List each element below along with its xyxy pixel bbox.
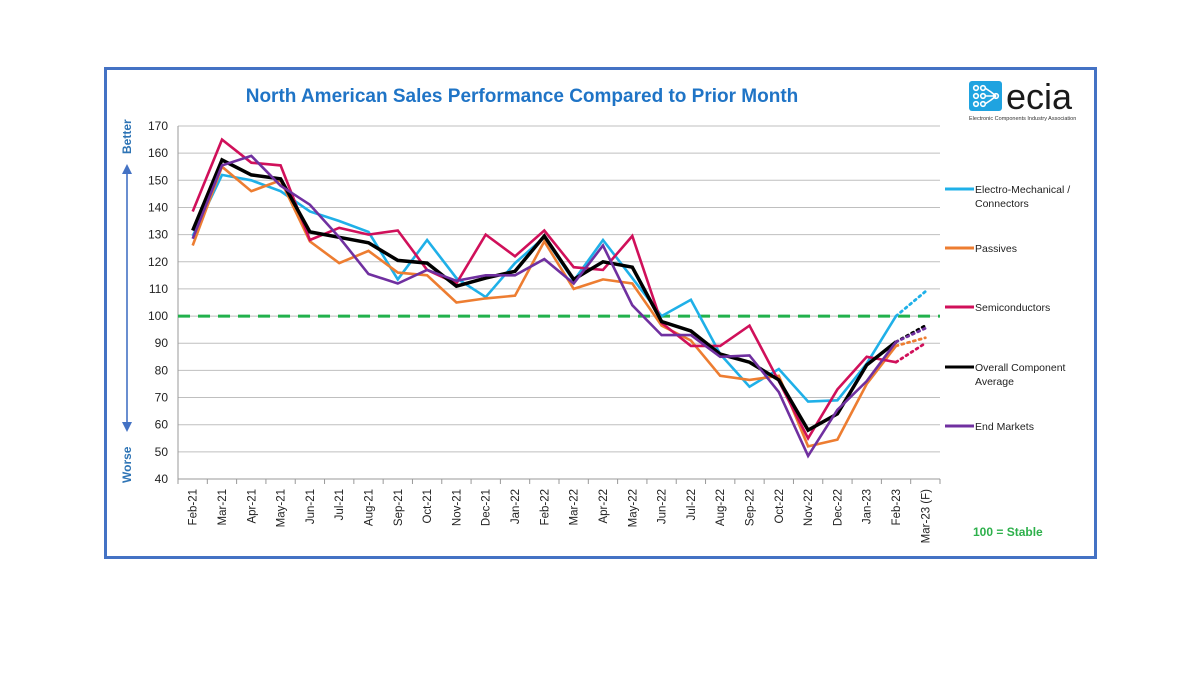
x-tick-label: Mar-23 (F) [920, 489, 932, 543]
y-tick-label: 80 [155, 363, 169, 377]
x-tick-label: Oct-22 [774, 489, 786, 524]
y-tick-label: 110 [149, 282, 168, 296]
legend-label-line: Electro-Mechanical / [975, 184, 1070, 196]
legend-label-line: Connectors [975, 198, 1029, 210]
series-forecast-line [894, 336, 927, 348]
y-tick-label: 100 [148, 309, 168, 323]
x-tick-label: Sep-21 [393, 489, 405, 526]
ecia-logo: ecia Electronic Components Industry Asso… [969, 76, 1076, 122]
legend-item: End Markets [945, 421, 1034, 433]
x-tick-label: Jun-21 [305, 489, 317, 524]
x-tick-label: Dec-22 [832, 489, 844, 526]
x-tick-label: Feb-21 [188, 489, 200, 525]
x-tick-label: May-21 [276, 489, 288, 527]
series-forecast-line [894, 290, 927, 318]
x-tick-label: Feb-23 [891, 489, 903, 525]
legend-label: End Markets [975, 421, 1034, 433]
y-tick-label: 90 [155, 336, 169, 350]
legend-label-line: Average [975, 376, 1014, 388]
x-tick-label: Mar-22 [569, 489, 581, 525]
y-tick-label: 120 [148, 255, 168, 269]
x-tick-label: Apr-22 [598, 489, 610, 524]
series-layer [191, 137, 927, 459]
series-passives [191, 164, 927, 448]
legend-label-line: Overall Component [975, 362, 1066, 374]
x-tick-label: Oct-21 [422, 489, 434, 524]
worse-label: Worse [120, 446, 134, 483]
legend-item: Semiconductors [945, 302, 1050, 314]
double-arrow-icon [122, 164, 132, 432]
legend-label: Overall Component Average [975, 362, 1066, 388]
series-forecast-line [894, 341, 927, 364]
circuit-grid-icon [969, 81, 1002, 111]
x-tick-label: Dec-21 [481, 489, 493, 526]
legend-label: Electro-Mechanical / Connectors [975, 184, 1070, 210]
x-tick-label: Sep-22 [745, 489, 757, 526]
x-tick-label: Apr-21 [246, 489, 258, 524]
x-tick-label: Jul-22 [686, 489, 698, 520]
y-tick-label: 150 [148, 173, 168, 187]
x-tick-label: Jan-22 [510, 489, 522, 524]
chart-svg: North American Sales Performance Compare… [120, 76, 1076, 543]
y-tick-label: 70 [155, 391, 169, 405]
y-axis: 40 50 60 70 80 90 100 110 120 130 140 150 160 170 [148, 119, 179, 486]
chart-title: North American Sales Performance Compare… [246, 86, 799, 107]
logo-wordmark: ecia [1006, 76, 1073, 117]
x-tick-label: May-22 [627, 489, 639, 527]
legend-item: Electro-Mechanical / Connectors [945, 184, 1070, 210]
legend-label: Passives [975, 243, 1017, 255]
legend-label: Semiconductors [975, 302, 1050, 314]
series-line [191, 157, 898, 433]
y-tick-label: 60 [155, 418, 169, 432]
legend-item: Passives [945, 243, 1017, 255]
stable-note: 100 = Stable [973, 525, 1043, 539]
x-tick-label: Jul-21 [334, 489, 346, 520]
x-tick-label: Mar-21 [217, 489, 229, 525]
legend-item: Overall Component Average [945, 362, 1066, 388]
x-tick-label: Aug-22 [715, 489, 727, 526]
x-tick-label: Nov-21 [451, 489, 463, 526]
x-tick-label: Jun-22 [657, 489, 669, 524]
y-tick-label: 130 [148, 228, 168, 242]
x-axis: Feb-21 Mar-21 Apr-21 May-21 Jun-21 Jul-21 Aug-… [177, 478, 941, 543]
legend: Electro-Mechanical / Connectors Passives Se… [945, 184, 1070, 433]
series-line [191, 154, 898, 459]
y-tick-label: 160 [148, 146, 168, 160]
x-tick-label: Feb-22 [539, 489, 551, 525]
y-tick-label: 170 [148, 119, 168, 133]
x-tick-label: Jan-23 [862, 489, 874, 524]
y-tick-label: 50 [155, 445, 169, 459]
y-tick-label: 40 [155, 472, 169, 486]
logo-subtitle: Electronic Components Industry Associati… [969, 116, 1076, 122]
series-forecast-line [894, 326, 927, 344]
series-electro-mechanical-connectors [191, 173, 927, 403]
series-end-markets [191, 154, 927, 459]
x-tick-label: Nov-22 [803, 489, 815, 526]
x-tick-label: Aug-21 [364, 489, 376, 526]
better-label: Better [120, 119, 134, 154]
y-tick-label: 140 [148, 200, 168, 214]
chart-frame: North American Sales Performance Compare… [104, 67, 1097, 559]
